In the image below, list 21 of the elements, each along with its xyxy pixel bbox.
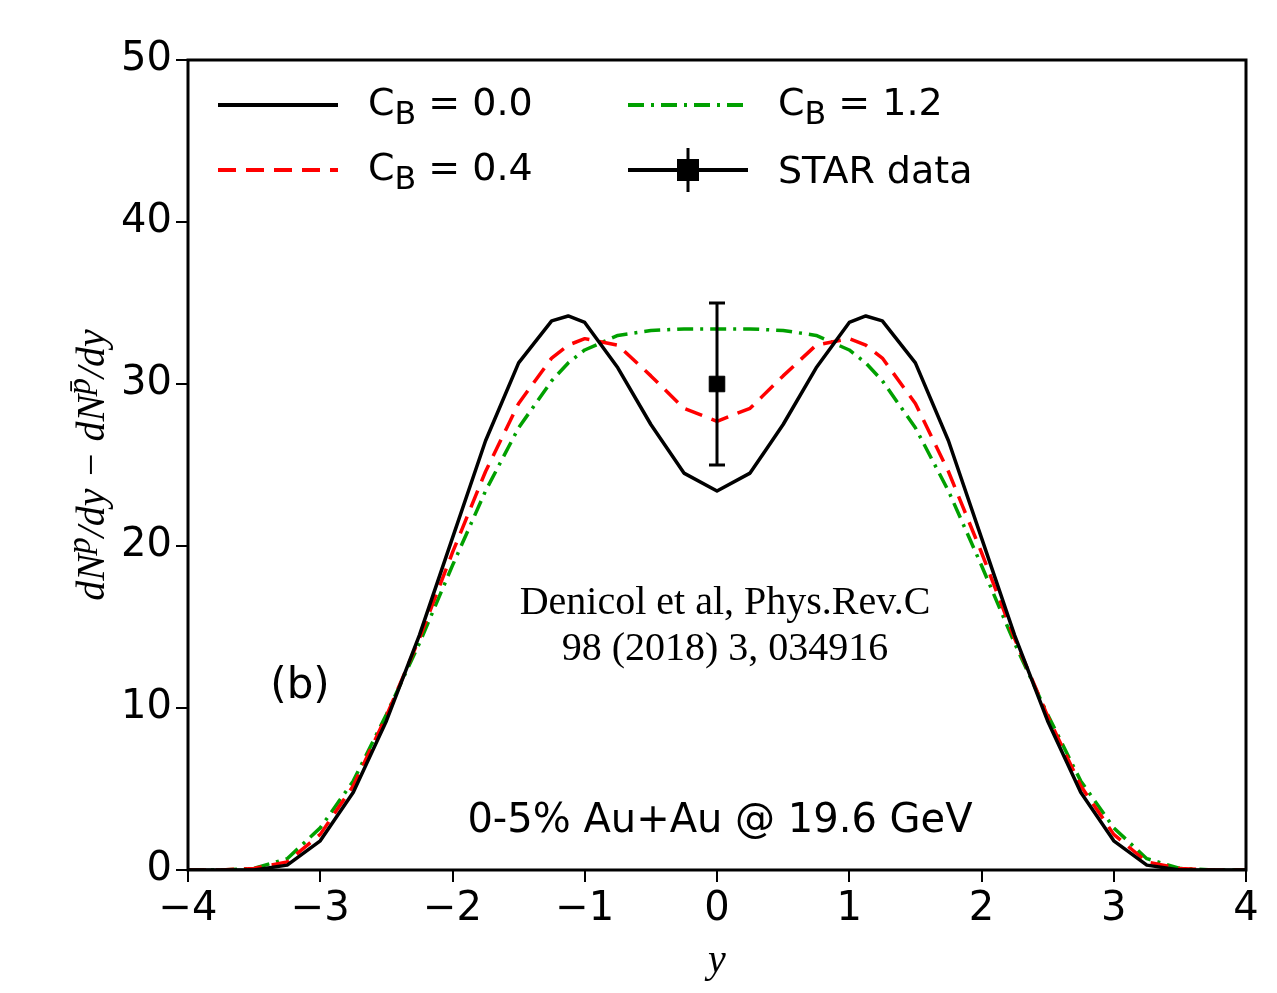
legend-label: C$_{B}$ = 1.2 (778, 80, 943, 131)
x-tick-label: 3 (1101, 883, 1127, 930)
y-tick-label: 40 (121, 195, 172, 242)
x-tick-label: −1 (555, 883, 615, 930)
x-tick-label: 0 (704, 883, 730, 930)
x-tick-label: −3 (290, 883, 350, 930)
x-tick-label: 2 (968, 883, 995, 930)
legend-label: C$_{B}$ = 0.0 (368, 80, 533, 131)
annotation: Denicol et al, Phys.Rev.C 98 (2018) 3, 034916 (518, 578, 932, 670)
x-tick-label: 1 (836, 883, 862, 930)
x-tick-label: −2 (423, 883, 482, 930)
legend-label: C$_{B}$ = 0.4 (368, 144, 533, 196)
annotation: (b) (269, 659, 331, 709)
x-tick-label: 4 (1233, 883, 1259, 930)
annotation: 0-5% Au+Au @ 19.6 GeV (466, 795, 974, 841)
x-axis-title: y (703, 935, 727, 982)
y-tick-label: 10 (121, 681, 172, 728)
legend-label: STAR data (778, 147, 973, 192)
y-tick-label: 20 (121, 519, 172, 566)
y-tick-label: 50 (121, 33, 172, 80)
y-tick-label: 30 (121, 357, 172, 404)
